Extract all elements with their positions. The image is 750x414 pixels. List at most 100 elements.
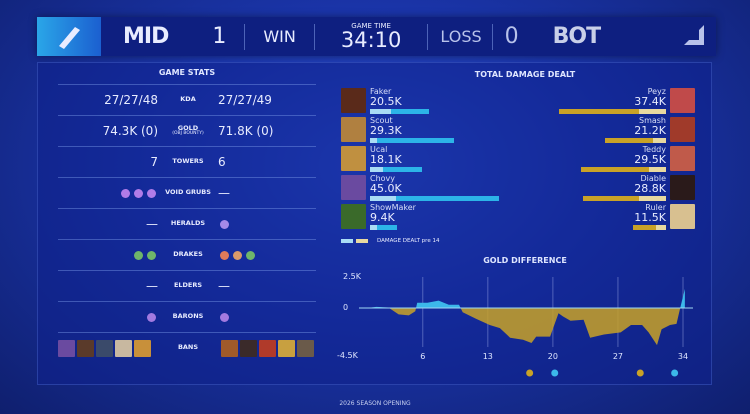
stat-label: VOID GRUBS [158, 189, 218, 196]
right-value: 27/27/49 [218, 93, 272, 107]
left-score: 1 [212, 24, 227, 49]
stat-row-heralds: — HERALDS [58, 208, 316, 239]
champion-portrait [341, 88, 366, 113]
damage-title: TOTAL DAMAGE DEALT [474, 70, 576, 79]
stat-row-gold: 74.3K (0) GOLD (OBJ BOUNTY) 71.8K (0) [58, 115, 316, 146]
banned-champion-icon [134, 339, 151, 357]
game-stats-title: GAME STATS [158, 68, 216, 77]
damage-value: 11.5K [634, 211, 666, 224]
left-value [58, 248, 158, 262]
damage-value: 9.4K [370, 211, 395, 224]
damage-bar-post14 [558, 109, 639, 114]
right-value: 6 [218, 155, 226, 169]
player-name: Faker [370, 87, 392, 96]
damage-bar [605, 138, 666, 143]
baron-icon [551, 369, 559, 377]
left-value: 27/27/48 [104, 93, 158, 107]
player-damage-row: Smash 21.2K [540, 116, 695, 146]
infernal-drake-icon [220, 251, 229, 260]
player-damage-row: Ruler 11.5K [540, 203, 695, 233]
damage-bar [583, 196, 666, 201]
champion-portrait [670, 146, 695, 171]
right-bans [218, 339, 316, 357]
legend-swatch-left [341, 239, 353, 243]
chemtech-drake-icon [147, 251, 156, 260]
gold-difference-chart: 6 13 20 27 34 2.5K 0 -4.5K [337, 272, 693, 377]
herald-icon [220, 220, 229, 229]
stat-row-drakes: DRAKES [58, 239, 316, 270]
damage-bar-post14 [583, 196, 639, 201]
stat-label-text: BARONS [172, 312, 204, 321]
champion-portrait [341, 175, 366, 200]
champion-portrait [341, 146, 366, 171]
champion-portrait [670, 175, 695, 200]
stat-label: BANS [158, 344, 218, 351]
stat-row-elders: — ELDERS — [58, 270, 316, 301]
game-time: GAME TIME 34:10 [341, 21, 402, 51]
banned-champion-icon [259, 339, 276, 357]
stat-label-text: HERALDS [170, 219, 206, 228]
game-time-label: GAME TIME [351, 21, 391, 30]
stat-label-text: ELDERS [173, 281, 203, 290]
bot-lane-icon [682, 23, 706, 51]
banned-champion-icon [221, 339, 238, 357]
player-name: Ucal [370, 145, 388, 154]
banned-champion-icon [240, 339, 257, 357]
damage-value: 18.1K [370, 153, 402, 166]
damage-value: 37.4K [634, 95, 666, 108]
chemtech-drake-icon [246, 251, 255, 260]
stat-row-towers: 7 TOWERS 6 [58, 146, 316, 177]
nexus-icon [671, 369, 679, 377]
stat-label: TOWERS [158, 158, 218, 165]
gold-area-negative [367, 308, 685, 346]
baron-icon [636, 369, 644, 377]
stat-sublabel: (OBJ BOUNTY) [172, 131, 204, 137]
banned-champion-icon [96, 339, 113, 357]
stat-label: HERALDS [158, 220, 218, 227]
player-name: Teddy [642, 145, 666, 154]
y-tick-label: 2.5K [343, 272, 362, 281]
x-tick-label: 13 [483, 352, 493, 361]
damage-value: 45.0K [370, 182, 402, 195]
gold-diff-title: GOLD DIFFERENCE [483, 256, 567, 265]
player-damage-row: Ucal 18.1K [341, 145, 541, 175]
right-value: — [218, 279, 230, 293]
left-value: — [146, 217, 158, 231]
damage-bar-pre14 [370, 225, 378, 230]
left-value [58, 310, 158, 324]
left-value: 74.3K (0) [102, 124, 158, 138]
herald-icon [526, 369, 534, 377]
damage-bar-pre14 [370, 138, 378, 143]
damage-value: 29.5K [634, 153, 666, 166]
right-value [218, 217, 316, 231]
stat-row-kda: 27/27/48 KDA 27/27/49 [58, 84, 316, 115]
damage-bar [370, 138, 455, 143]
void-grub-icon [121, 189, 130, 198]
right-value [218, 248, 316, 262]
champion-portrait [341, 117, 366, 142]
left-value: — [146, 279, 158, 293]
player-name: Smash [638, 116, 666, 125]
player-damage-row: Chovy 45.0K [341, 174, 541, 204]
stat-label: BARONS [158, 313, 218, 320]
damage-bar-post14 [581, 167, 649, 172]
player-damage-row: ShowMaker 9.4K [341, 203, 541, 233]
damage-bar [370, 109, 429, 114]
stat-label: GOLD (OBJ BOUNTY) [158, 124, 218, 137]
baron-icon [147, 313, 156, 322]
champion-portrait [670, 88, 695, 113]
player-damage-row: Scout 29.3K [341, 116, 541, 146]
damage-bar [558, 109, 666, 114]
damage-bar [370, 225, 397, 230]
y-tick-label: -4.5K [337, 351, 359, 360]
damage-bar [581, 167, 666, 172]
damage-bar [633, 225, 666, 230]
left-team-name: MID [123, 24, 169, 49]
mid-lane-icon [37, 17, 101, 56]
void-grub-icon [147, 189, 156, 198]
player-damage-row: Peyz 37.4K [540, 87, 695, 117]
right-team-name: BOT [552, 24, 601, 49]
scoreboard-header: MID 1 WIN GAME TIME 34:10 LOSS 0 BOT [37, 17, 716, 56]
stat-label-text: DRAKES [173, 250, 203, 259]
banned-champion-icon [58, 339, 75, 357]
